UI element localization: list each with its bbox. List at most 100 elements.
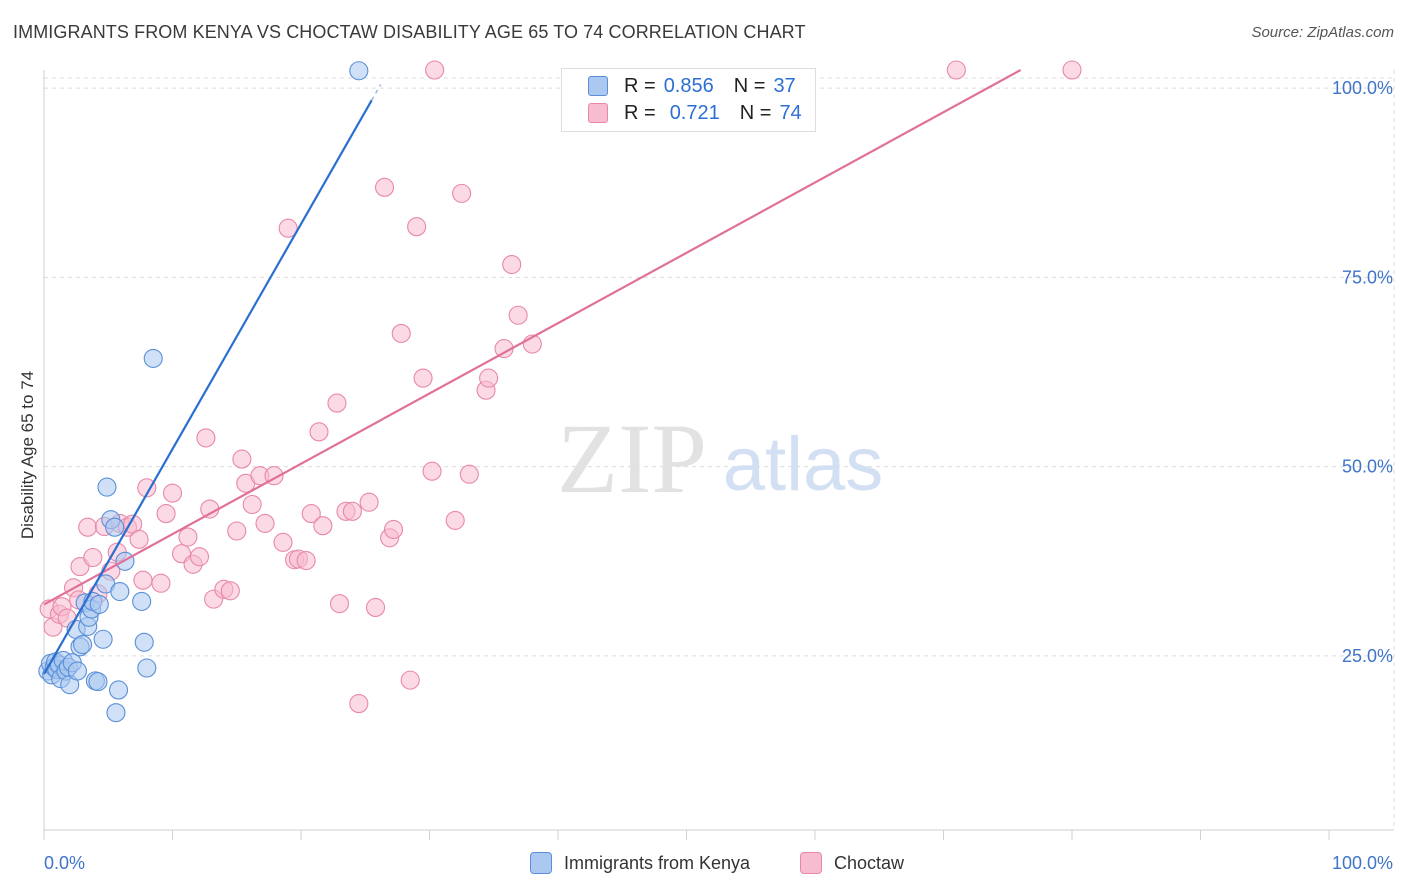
- choctaw-point: [189, 547, 210, 567]
- y-axis-label: Disability Age 65 to 74: [18, 370, 37, 540]
- bottom-legend-swatch-choctaw: [800, 852, 822, 874]
- choctaw-point: [273, 532, 293, 552]
- kenya-point: [137, 658, 157, 678]
- kenya-point: [73, 634, 93, 655]
- kenya-point: [349, 61, 369, 81]
- trendlines: [43, 69, 1022, 675]
- legend-row-kenya: R = 0.856 N = 37: [588, 74, 796, 98]
- choctaw-point: [452, 183, 472, 203]
- choctaw-point: [255, 513, 275, 533]
- choctaw-point: [162, 483, 183, 503]
- choctaw-point: [296, 550, 316, 571]
- legend-n-value: 37: [773, 74, 796, 97]
- choctaw-point: [242, 494, 262, 515]
- choctaw-point: [156, 504, 176, 524]
- choctaw-point: [327, 393, 347, 413]
- bottom-legend-label-choctaw: Choctaw: [834, 852, 905, 873]
- kenya-point: [132, 591, 152, 611]
- choctaw-point: [502, 254, 522, 275]
- legend-r-label: R =: [624, 101, 656, 124]
- kenya-point: [67, 661, 87, 681]
- choctaw-point: [479, 368, 499, 388]
- legend-n-value: 74: [779, 101, 802, 124]
- legend-swatch-kenya: [588, 76, 608, 96]
- choctaw-point: [508, 305, 528, 325]
- bottom-legend-swatch-kenya: [530, 852, 552, 874]
- x-tick-label-start: 0.0%: [44, 853, 85, 873]
- y-tick-label: 50.0%: [1342, 457, 1393, 477]
- watermark: ZIP atlas: [557, 403, 883, 514]
- kenya-point: [105, 517, 125, 537]
- choctaw-point: [151, 573, 171, 593]
- legend-r-value: 0.721: [669, 101, 720, 124]
- watermark-zip: ZIP: [557, 403, 707, 514]
- choctaw-point: [78, 517, 98, 537]
- choctaw-point: [400, 670, 420, 690]
- choctaw-point: [232, 449, 252, 469]
- choctaw-point: [220, 581, 240, 601]
- choctaw-point: [413, 368, 433, 388]
- choctaw-point: [359, 492, 379, 512]
- choctaw-point: [365, 597, 386, 618]
- choctaw-point: [137, 478, 157, 498]
- legend-r-label: R =: [624, 74, 656, 97]
- choctaw-point: [422, 461, 442, 481]
- choctaw-point: [129, 529, 149, 549]
- choctaw-point: [178, 527, 198, 547]
- kenya-point: [110, 582, 130, 602]
- choctaw-point: [301, 504, 321, 524]
- legend-swatch-choctaw: [588, 103, 608, 123]
- choctaw-point: [342, 501, 362, 521]
- kenya-point: [88, 672, 108, 692]
- legend-row-choctaw: R = 0.721 N = 74: [588, 101, 802, 125]
- choctaw-point: [329, 594, 350, 614]
- choctaw-point: [407, 217, 427, 237]
- choctaw-point: [425, 60, 445, 80]
- watermark-atlas: atlas: [723, 422, 884, 507]
- legend-box: R = 0.856 N = 37 R = 0.721 N = 74: [561, 68, 816, 132]
- bottom-legend-label-kenya: Immigrants from Kenya: [564, 852, 751, 873]
- choctaw-point: [83, 547, 103, 568]
- choctaw-point: [309, 422, 329, 442]
- choctaw-point: [227, 521, 247, 541]
- choctaw-series: [39, 60, 1082, 714]
- choctaw-point: [445, 510, 465, 530]
- kenya-series: [38, 61, 369, 723]
- legend-n-label: N =: [739, 101, 772, 124]
- kenya-point: [89, 594, 109, 614]
- kenya-trendline: [43, 99, 373, 675]
- kenya-point: [108, 680, 129, 700]
- choctaw-point: [1062, 60, 1082, 80]
- source-credit: Source: ZipAtlas.com: [1251, 24, 1394, 41]
- choctaw-point: [459, 464, 479, 484]
- choctaw-point: [349, 694, 369, 714]
- choctaw-point: [133, 570, 153, 590]
- y-tick-label: 100.0%: [1332, 78, 1393, 98]
- choctaw-point: [313, 516, 333, 536]
- choctaw-point: [196, 428, 216, 448]
- kenya-trendline-extension: [371, 84, 382, 101]
- gridlines: [44, 70, 1395, 830]
- y-tick-label: 75.0%: [1342, 267, 1393, 287]
- kenya-point: [93, 629, 113, 649]
- choctaw-point: [383, 519, 404, 540]
- kenya-point: [134, 632, 154, 652]
- y-tick-label: 25.0%: [1342, 646, 1393, 666]
- bottom-legend-kenya: Immigrants from Kenya: [530, 852, 750, 874]
- choctaw-point: [391, 323, 411, 343]
- choctaw-point: [278, 218, 298, 238]
- legend-r-value: 0.856: [663, 74, 714, 97]
- kenya-point: [97, 477, 117, 497]
- choctaw-point: [374, 177, 395, 197]
- chart-title: IMMIGRANTS FROM KENYA VS CHOCTAW DISABIL…: [13, 22, 806, 42]
- axes: [43, 70, 1394, 840]
- x-tick-label-end: 100.0%: [1332, 853, 1393, 873]
- kenya-point: [143, 348, 163, 368]
- tick-labels: 25.0% 50.0% 75.0% 100.0% 0.0% 100.0%: [44, 78, 1393, 873]
- bottom-legend-choctaw: Choctaw: [800, 852, 904, 874]
- choctaw-point: [946, 60, 966, 80]
- choctaw-trendline: [43, 69, 1022, 606]
- kenya-point: [106, 703, 126, 723]
- legend-n-label: N =: [733, 74, 766, 97]
